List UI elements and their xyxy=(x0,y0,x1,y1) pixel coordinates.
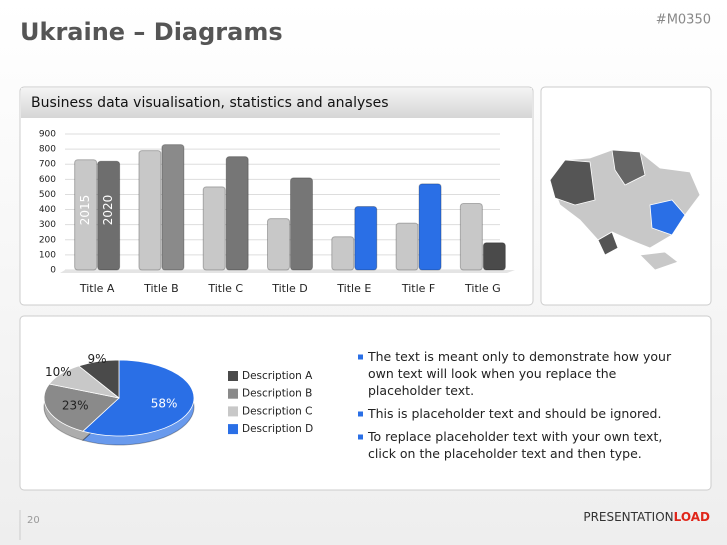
bullet-text: The text is meant only to demonstrate ho… xyxy=(367,349,672,398)
bar xyxy=(97,160,121,271)
legend-label: Description B xyxy=(242,388,312,400)
legend-label: Description D xyxy=(242,423,313,435)
legend-swatch xyxy=(228,424,238,435)
bar xyxy=(74,159,98,271)
panel-title: Business data visualisation, statistics … xyxy=(31,95,389,111)
y-tick-label: 100 xyxy=(39,250,56,260)
y-tick-label: 500 xyxy=(39,190,56,200)
x-tick-label: Title F xyxy=(401,282,435,295)
y-tick-label: 600 xyxy=(39,175,56,185)
y-tick-label: 900 xyxy=(39,130,56,140)
bullet-text: This is placeholder text and should be i… xyxy=(367,406,661,421)
pie-slice xyxy=(82,359,195,437)
series-label: 2015 xyxy=(78,195,92,226)
bar xyxy=(459,203,483,271)
bullet-mark xyxy=(358,434,363,440)
y-tick-label: 400 xyxy=(39,205,56,215)
bottom-panel xyxy=(19,315,712,491)
logo-b: LOAD xyxy=(674,510,710,524)
bar xyxy=(395,222,419,271)
x-tick-label: Title A xyxy=(79,282,115,295)
bullet-mark xyxy=(358,354,363,360)
x-tick-label: Title B xyxy=(143,282,179,295)
x-tick-label: Title C xyxy=(207,282,243,295)
bar xyxy=(290,177,313,271)
panel-header xyxy=(21,88,532,118)
bar xyxy=(202,186,226,271)
y-tick-label: 800 xyxy=(39,145,56,155)
x-tick-label: Title G xyxy=(464,282,501,295)
bar xyxy=(482,242,506,271)
bar xyxy=(267,218,290,271)
page-number: 20 xyxy=(27,515,40,526)
legend-swatch xyxy=(228,371,238,381)
bar xyxy=(418,183,442,271)
bullet-mark xyxy=(358,411,363,417)
pie-label: 9% xyxy=(88,352,107,366)
x-tick-label: Title E xyxy=(336,282,371,295)
bar xyxy=(225,156,249,271)
pie-label: 23% xyxy=(62,398,89,412)
pie-slice xyxy=(43,383,120,432)
pie xyxy=(43,359,195,446)
legend-label: Description A xyxy=(242,370,313,382)
map xyxy=(549,149,701,271)
y-tick-label: 0 xyxy=(50,266,56,276)
y-tick-label: 200 xyxy=(39,235,56,245)
y-tick-label: 700 xyxy=(39,160,56,170)
bullet-text: To replace placeholder text with your ow… xyxy=(367,429,662,461)
x-tick-label: Title D xyxy=(271,282,308,295)
legend-label: Description C xyxy=(242,405,312,417)
bar xyxy=(161,144,185,271)
bar xyxy=(354,206,378,271)
bar xyxy=(331,236,355,271)
floor xyxy=(60,270,515,273)
series-label: 2020 xyxy=(101,195,115,226)
legend-swatch xyxy=(228,406,238,417)
slide-title: Ukraine – Diagrams xyxy=(20,18,283,46)
y-tick-label: 300 xyxy=(39,220,56,230)
logo-a: PRESENTATION xyxy=(583,510,673,524)
pie-slice xyxy=(77,359,120,399)
slide-code: #M0350 xyxy=(656,13,711,28)
pie-label: 10% xyxy=(45,365,72,379)
legend-swatch xyxy=(228,388,238,399)
logo: PRESENTATIONLOAD xyxy=(583,510,710,524)
bar xyxy=(138,150,162,271)
pie-label: 58% xyxy=(151,396,178,410)
